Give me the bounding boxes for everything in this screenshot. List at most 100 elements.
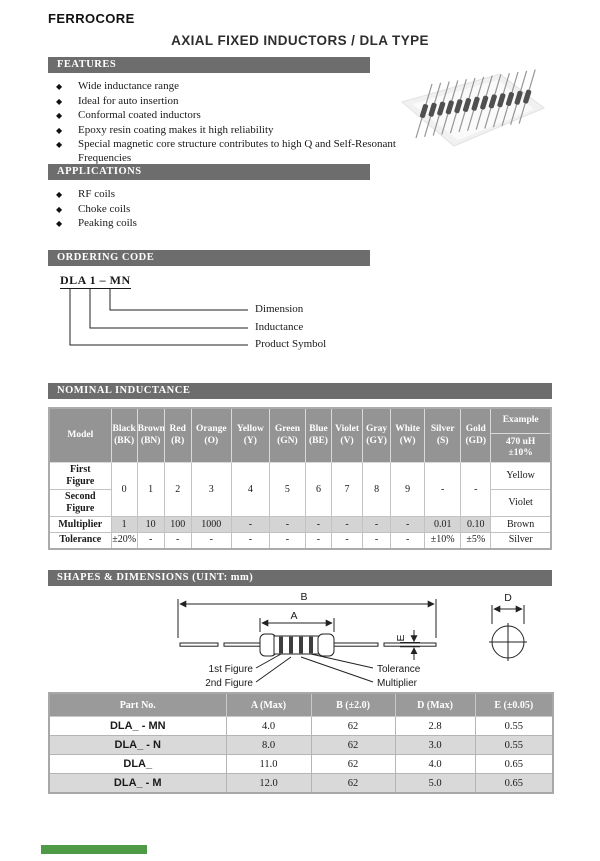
value-cell: 11.0 bbox=[225, 754, 312, 774]
column-header-color: Black (BK) bbox=[110, 407, 138, 463]
parts-table: Part No. A (Max) B (±2.0) D (Max) E (±0.… bbox=[48, 692, 554, 794]
tolerance-cell: - bbox=[362, 532, 392, 549]
value-cell: 0.65 bbox=[474, 773, 554, 794]
applications-section-bar: APPLICATIONS bbox=[48, 164, 370, 180]
callout-multiplier: Multiplier bbox=[377, 678, 418, 689]
multiplier-cell: 1 bbox=[110, 516, 138, 533]
value-cell: 8.0 bbox=[225, 735, 312, 755]
row-header-multiplier: Multiplier bbox=[48, 516, 112, 533]
application-item: ◆ RF coils bbox=[48, 188, 396, 202]
ordering-label-dimension: Dimension bbox=[255, 303, 304, 315]
brand-logo-text: FERROCORE bbox=[48, 11, 135, 26]
column-header-example-value: 470 uH ±10% bbox=[490, 433, 552, 463]
footer-green-bar bbox=[41, 845, 147, 854]
multiplier-cell: - bbox=[330, 516, 364, 533]
table-row: DLA_ - M 12.0 62 5.0 0.65 bbox=[48, 773, 554, 794]
application-text: RF coils bbox=[78, 188, 115, 200]
application-item: ◆ Peaking coils bbox=[48, 217, 396, 231]
ordering-label-inductance: Inductance bbox=[255, 321, 304, 333]
tolerance-cell: - bbox=[330, 532, 364, 549]
page-title: AXIAL FIXED INDUCTORS / DLA TYPE bbox=[171, 33, 429, 48]
example-cell: Yellow bbox=[490, 462, 552, 490]
diamond-bullet-icon: ◆ bbox=[56, 96, 63, 106]
example-cell: Brown bbox=[490, 516, 552, 533]
feature-item: ◆ Ideal for auto insertion bbox=[48, 95, 396, 109]
column-header-color: Gray (GY) bbox=[362, 407, 392, 463]
diamond-bullet-icon: ◆ bbox=[56, 190, 63, 199]
value-cell: 62 bbox=[310, 716, 396, 736]
multiplier-cell: - bbox=[230, 516, 270, 533]
column-header-color: Gold (GD) bbox=[460, 407, 492, 463]
column-header-color: Red (R) bbox=[163, 407, 192, 463]
figure-cell: 8 bbox=[362, 462, 392, 517]
tolerance-cell: - bbox=[190, 532, 232, 549]
tolerance-cell: - bbox=[136, 532, 165, 549]
dim-label-e: E bbox=[395, 634, 407, 641]
part-no-cell: DLA_ - N bbox=[48, 735, 227, 755]
inductor-bodies bbox=[419, 89, 532, 118]
multiplier-cell: - bbox=[268, 516, 306, 533]
column-header-color: Blue (BE) bbox=[304, 407, 333, 463]
diamond-bullet-icon: ◆ bbox=[56, 82, 63, 91]
parts-column-header: E (±0.05) bbox=[474, 692, 554, 717]
multiplier-cell: - bbox=[390, 516, 426, 533]
part-no-cell: DLA_ - MN bbox=[48, 716, 227, 736]
value-cell: 5.0 bbox=[394, 773, 476, 794]
value-cell: 0.55 bbox=[474, 716, 554, 736]
ordering-code-text: DLA 1 – MN bbox=[60, 273, 131, 289]
tolerance-cell: - bbox=[268, 532, 306, 549]
value-cell: 0.55 bbox=[474, 735, 554, 755]
column-header-color: Violet (V) bbox=[330, 407, 364, 463]
multiplier-cell: 1000 bbox=[190, 516, 232, 533]
value-cell: 4.0 bbox=[394, 754, 476, 774]
feature-text: Special magnetic core structure contribu… bbox=[78, 138, 396, 164]
row-header-second-figure: Second Figure bbox=[48, 489, 112, 517]
multiplier-cell: 100 bbox=[163, 516, 192, 533]
dimensions-diagram: B A D E 1st Figure 2nd Figure Tolerance … bbox=[177, 591, 527, 689]
column-header-color: Orange (O) bbox=[190, 407, 232, 463]
part-no-cell: DLA_ - M bbox=[48, 773, 227, 794]
multiplier-cell: 0.10 bbox=[460, 516, 492, 533]
diamond-bullet-icon: ◆ bbox=[56, 204, 63, 214]
tolerance-cell: - bbox=[304, 532, 333, 549]
feature-item: ◆ Conformal coated inductors bbox=[48, 109, 396, 123]
application-item: ◆ Choke coils bbox=[48, 203, 396, 217]
value-cell: 2.8 bbox=[394, 716, 476, 736]
application-text: Peaking coils bbox=[78, 217, 137, 229]
figure-cell: 5 bbox=[268, 462, 306, 517]
dim-label-d: D bbox=[504, 592, 512, 604]
value-cell: 62 bbox=[310, 754, 396, 774]
diamond-bullet-icon: ◆ bbox=[56, 219, 63, 228]
shapes-section-bar: SHAPES & DIMENSIONS (UINT: mm) bbox=[48, 570, 552, 586]
diamond-bullet-icon: ◆ bbox=[56, 125, 63, 135]
example-cell: Silver bbox=[490, 532, 552, 549]
applications-list: ◆ RF coils ◆ Choke coils ◆ Peaking coils bbox=[48, 188, 396, 232]
ordering-label-product-symbol: Product Symbol bbox=[255, 338, 327, 350]
parts-column-header: Part No. bbox=[48, 692, 227, 717]
callout-tolerance: Tolerance bbox=[377, 664, 421, 675]
column-header-color: Green (GN) bbox=[268, 407, 306, 463]
multiplier-cell: 10 bbox=[136, 516, 165, 533]
figure-cell: - bbox=[424, 462, 462, 517]
feature-item: ◆ Epoxy resin coating makes it high reli… bbox=[48, 124, 396, 138]
diamond-bullet-icon: ◆ bbox=[56, 140, 63, 149]
figure-cell: 9 bbox=[390, 462, 426, 517]
row-header-tolerance: Tolerance bbox=[48, 532, 112, 549]
dim-label-a: A bbox=[290, 610, 297, 622]
row-header-first-figure: First Figure bbox=[48, 462, 112, 490]
features-list: ◆ Wide inductance range ◆ Ideal for auto… bbox=[48, 80, 396, 166]
value-cell: 62 bbox=[310, 773, 396, 794]
feature-item: ◆ Wide inductance range bbox=[48, 80, 396, 94]
column-header-color: Brown (BN) bbox=[136, 407, 165, 463]
column-header-color: Silver (S) bbox=[424, 407, 462, 463]
column-header-color: Yellow (Y) bbox=[230, 407, 270, 463]
feature-text: Epoxy resin coating makes it high reliab… bbox=[78, 123, 274, 136]
ordering-connector-lines bbox=[69, 288, 248, 346]
nominal-inductance-table: Model Black (BK) Brown (BN) Red (R) Orange(… bbox=[48, 407, 552, 550]
figure-cell: 6 bbox=[304, 462, 333, 517]
column-header-model: Model bbox=[48, 407, 112, 463]
table-row: DLA_ - N 8.0 62 3.0 0.55 bbox=[48, 735, 554, 755]
tolerance-cell: - bbox=[163, 532, 192, 549]
feature-text: Ideal for auto insertion bbox=[78, 94, 179, 107]
